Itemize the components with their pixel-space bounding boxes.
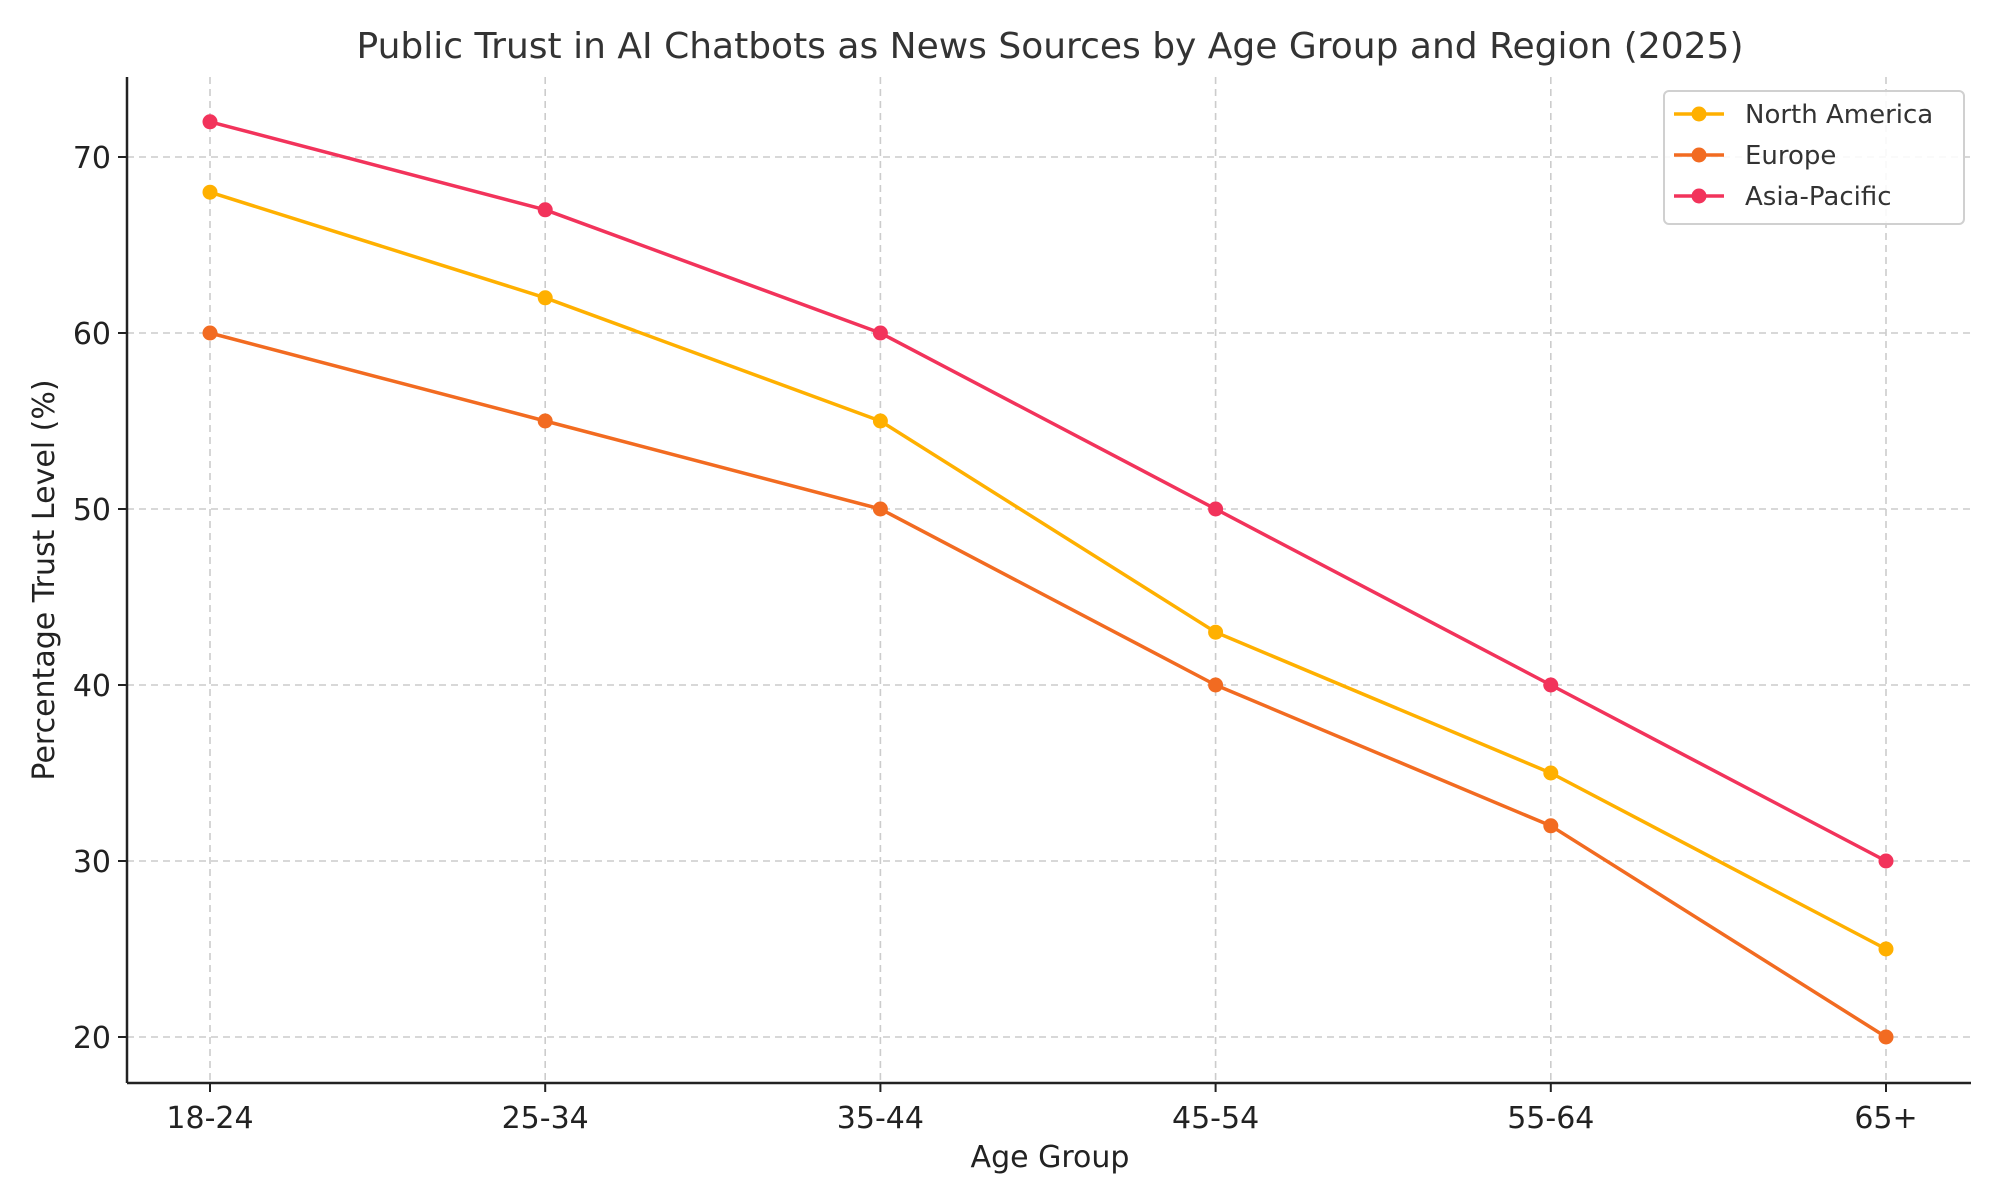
- y-tick-label: 20: [73, 1021, 111, 1056]
- series-europe: [202, 325, 1894, 1045]
- series-asia-pacific: [202, 114, 1894, 869]
- data-point-marker: [1208, 501, 1224, 517]
- x-tick-label: 18-24: [166, 1101, 253, 1136]
- legend-box: [1663, 90, 1965, 225]
- data-point-marker: [537, 413, 553, 429]
- legend-item: Europe: [1674, 141, 1836, 171]
- legend-marker-icon: [1691, 106, 1707, 122]
- legend-label: North America: [1745, 100, 1933, 130]
- legend-label: Europe: [1745, 141, 1836, 171]
- y-tick-label: 30: [73, 845, 111, 880]
- x-tick-label: 45-54: [1172, 1101, 1259, 1136]
- legend-label: Asia-Pacific: [1745, 182, 1892, 212]
- data-point-marker: [1878, 941, 1894, 957]
- legend: North America Europe Asia-Pacific: [1663, 90, 1965, 225]
- data-point-marker: [1543, 677, 1559, 693]
- data-point-marker: [1878, 1029, 1894, 1045]
- x-tick-label: 35-44: [837, 1101, 924, 1136]
- legend-item: Asia-Pacific: [1674, 182, 1892, 212]
- data-point-marker: [202, 325, 218, 341]
- x-tick-label: 55-64: [1507, 1101, 1594, 1136]
- data-point-marker: [1208, 624, 1224, 640]
- x-tick-label: 65+: [1854, 1101, 1917, 1136]
- gridlines: [127, 77, 1971, 1083]
- series-line: [209, 190, 1887, 951]
- y-tick-label: 60: [73, 317, 111, 352]
- x-axis-label: Age Group: [971, 1140, 1130, 1175]
- data-point-marker: [1543, 765, 1559, 781]
- data-point-marker: [537, 290, 553, 306]
- data-point-marker: [872, 325, 888, 341]
- data-point-marker: [202, 184, 218, 200]
- series-line: [209, 331, 1887, 1039]
- chart-title: Public Trust in AI Chatbots as News Sour…: [357, 26, 1744, 67]
- series-line: [209, 120, 1887, 863]
- legend-marker-icon: [1691, 147, 1707, 163]
- axes: 18-24 25-34 35-44 45-54 55-64 65+ 20 30 40 50 60 70: [73, 77, 1971, 1136]
- data-point-marker: [537, 202, 553, 218]
- y-tick-label: 40: [73, 669, 111, 704]
- data-point-marker: [872, 413, 888, 429]
- y-axis-label: Percentage Trust Level (%): [27, 379, 62, 780]
- data-series: [202, 114, 1894, 1045]
- data-point-marker: [1878, 853, 1894, 869]
- series-north-america: [202, 184, 1894, 957]
- data-point-marker: [872, 501, 888, 517]
- data-point-marker: [1543, 818, 1559, 834]
- y-tick-label: 70: [73, 141, 111, 176]
- data-point-marker: [1208, 677, 1224, 693]
- y-tick-label: 50: [73, 493, 111, 528]
- legend-item: North America: [1674, 100, 1933, 130]
- x-tick-label: 25-34: [502, 1101, 589, 1136]
- legend-marker-icon: [1691, 188, 1707, 204]
- data-point-marker: [202, 114, 218, 130]
